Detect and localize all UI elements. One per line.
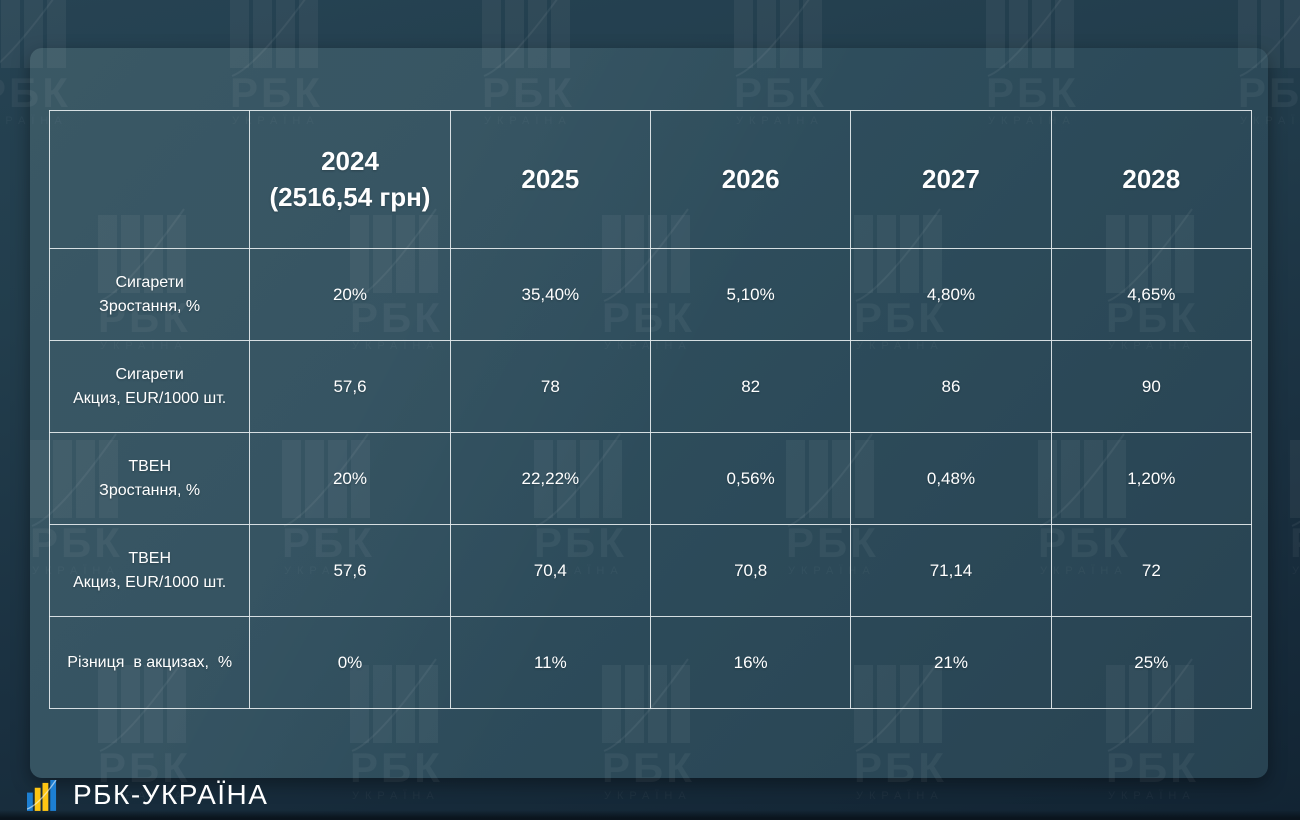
watermark-region-text: УКРАЇНА [352, 790, 440, 802]
table-cell: 57,6 [249, 524, 451, 617]
table-cell: 20% [249, 432, 451, 525]
table-cell: 4,65% [1050, 248, 1253, 341]
year-sublabel: (2516,54 грн) [269, 181, 431, 212]
rbk-logo-icon [27, 779, 57, 811]
table-cell: 21% [850, 616, 1052, 709]
watermark-region-text: УКРАЇНА [1292, 565, 1300, 577]
bottom-strip [0, 810, 1300, 820]
year-label: 2025 [521, 163, 580, 194]
table-cell: 5,10% [649, 248, 852, 341]
table-row-tven-growth: ТВЕН Зростання, % 20% 22,22% 0,56% 0,48%… [48, 432, 1253, 525]
table-cell: 70,8 [649, 524, 852, 617]
table-cell: 90 [1050, 340, 1253, 433]
watermark-region-text: УКРАЇНА [1108, 790, 1196, 802]
table-cell: 0% [249, 616, 451, 709]
year-header-2027: 2027 [850, 110, 1052, 249]
rbk-watermark-tile: РБКУКРАЇНА [1290, 440, 1300, 577]
table-row-cigarettes-growth: Сигарети Зростання, % 20% 35,40% 5,10% 4… [48, 248, 1253, 341]
table-row-tven-excise: ТВЕН Акциз, EUR/1000 шт. 57,6 70,4 70,8 … [48, 524, 1253, 617]
table-cell: 82 [649, 340, 852, 433]
table-row-cigarettes-excise: Сигарети Акциз, EUR/1000 шт. 57,6 78 82 … [48, 340, 1253, 433]
year-label: 2026 [721, 163, 780, 194]
year-header-2026: 2026 [649, 110, 852, 249]
table-cell: 70,4 [449, 524, 651, 617]
table-row-excise-difference: Різниця в акцизах, % 0% 11% 16% 21% 25% [48, 616, 1253, 709]
watermark-region-text: УКРАЇНА [604, 790, 692, 802]
table-cell: 0,48% [850, 432, 1052, 525]
table-cell: 71,14 [850, 524, 1052, 617]
table-cell: 16% [649, 616, 852, 709]
excise-table: 2024 (2516,54 грн) 2025 2026 2027 2028 С… [48, 110, 1253, 709]
table-cell: 57,6 [249, 340, 451, 433]
table-cell: 25% [1050, 616, 1253, 709]
row-label: Сигарети Акциз, EUR/1000 шт. [48, 340, 251, 433]
row-label: Сигарети Зростання, % [48, 248, 251, 341]
year-header-2025: 2025 [449, 110, 651, 249]
table-cell: 35,40% [449, 248, 651, 341]
year-header-2024: 2024 (2516,54 грн) [249, 110, 451, 249]
table-cell: 1,20% [1050, 432, 1253, 525]
year-label: 2027 [922, 163, 980, 194]
watermark-brand-text: РБК [1290, 519, 1300, 566]
table-cell: 72 [1050, 524, 1253, 617]
year-label: 2028 [1122, 163, 1181, 194]
row-label: ТВЕН Зростання, % [48, 432, 251, 525]
table-cell: 78 [449, 340, 651, 433]
table-cell: 86 [850, 340, 1052, 433]
row-label: Різниця в акцизах, % [48, 616, 251, 709]
year-label: 2024 [321, 146, 379, 177]
year-header-2028: 2028 [1050, 110, 1253, 249]
table-cell: 0,56% [649, 432, 852, 525]
watermark-region-text: УКРАЇНА [856, 790, 944, 802]
table-cell: 11% [449, 616, 651, 709]
footer-branding: РБК-УКРАЇНА [27, 779, 268, 811]
row-label: ТВЕН Акциз, EUR/1000 шт. [48, 524, 251, 617]
table-cell: 4,80% [850, 248, 1052, 341]
header-row: 2024 (2516,54 грн) 2025 2026 2027 2028 [48, 110, 1253, 249]
table-cell: 22,22% [449, 432, 651, 525]
corner-cell [48, 110, 251, 249]
footer-logo-text: РБК-УКРАЇНА [73, 779, 269, 810]
table-cell: 20% [249, 248, 451, 341]
